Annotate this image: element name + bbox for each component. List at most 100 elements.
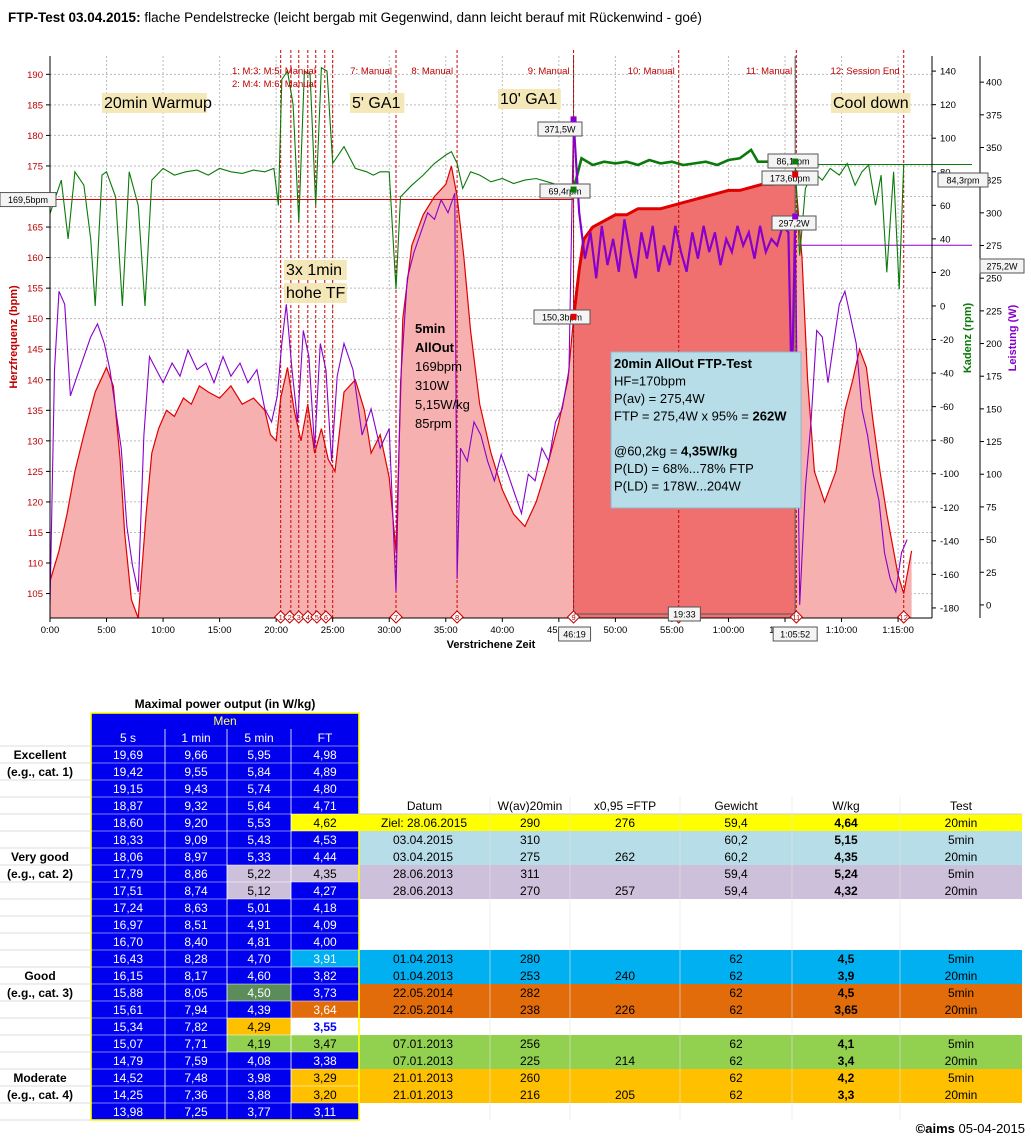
value-callout-box bbox=[937, 172, 989, 188]
highlight-cell bbox=[291, 1069, 359, 1086]
result-wkg: 3,65 bbox=[834, 1003, 858, 1017]
category-sublabel: (e.g., cat. 3) bbox=[7, 986, 73, 1000]
result-test: 5min bbox=[948, 986, 974, 1000]
cadence-start-marker bbox=[570, 186, 577, 193]
lap-marker-label: 7 bbox=[394, 613, 398, 622]
results-header: Datum bbox=[407, 799, 442, 813]
x-tick-label: 5:00 bbox=[97, 625, 116, 636]
result-row-bg bbox=[359, 1052, 1022, 1069]
result-wav: 260 bbox=[520, 1071, 540, 1085]
power-tick-label: 325 bbox=[986, 176, 1002, 187]
lap-marker bbox=[292, 610, 306, 624]
power-tick-label: 375 bbox=[986, 110, 1002, 121]
x-tick-label: 10:00 bbox=[151, 625, 175, 636]
results-header: Gewicht bbox=[714, 799, 758, 813]
col-header: 5 min bbox=[244, 731, 273, 745]
men-header-bg bbox=[91, 713, 359, 729]
value-callout-box bbox=[979, 258, 1025, 274]
power-end-marker bbox=[792, 213, 799, 220]
table-cell: 13,98 bbox=[113, 1105, 143, 1119]
table-cell: 5,33 bbox=[247, 850, 271, 864]
lap-label: 12: Session End bbox=[831, 66, 900, 77]
hr-tick-label: 150 bbox=[27, 314, 43, 325]
x-tick-label: 1:00:00 bbox=[713, 625, 745, 636]
result-wkg: 3,3 bbox=[838, 1088, 855, 1102]
table-cell: 18,33 bbox=[113, 833, 143, 847]
hr-tick-label: 110 bbox=[28, 559, 43, 570]
ftp-box-pld-pct: P(LD) = 68%...78% FTP bbox=[614, 461, 754, 476]
power-tick-label: 125 bbox=[986, 437, 1002, 448]
table-cell: 8,51 bbox=[184, 918, 208, 932]
hr-tick-label: 125 bbox=[27, 467, 43, 478]
value-callout: 275,2W bbox=[986, 262, 1018, 272]
x-tick-label: 50:00 bbox=[603, 625, 627, 636]
selection-duration-label-box bbox=[667, 606, 701, 622]
table-cell: 4,19 bbox=[247, 1037, 271, 1051]
cadence-axis-label: Kadenz (rpm) bbox=[962, 303, 974, 374]
cadence-tick-label: 140 bbox=[940, 67, 956, 78]
table-cell: 9,55 bbox=[184, 765, 208, 779]
annotation-bg bbox=[831, 93, 911, 113]
table-cell: 4,89 bbox=[313, 765, 337, 779]
table-cell: 4,98 bbox=[313, 748, 337, 762]
table-cell: 3,11 bbox=[314, 1105, 337, 1119]
annotation-bg bbox=[498, 89, 561, 109]
x-tick-label: 15:00 bbox=[208, 625, 232, 636]
table-cell: 8,05 bbox=[184, 986, 208, 1000]
table-border bbox=[90, 712, 360, 1121]
hr-start-marker bbox=[570, 313, 577, 320]
result-weight: 59,4 bbox=[724, 816, 748, 830]
result-weight: 62 bbox=[729, 969, 743, 983]
table-cell: 3,98 bbox=[247, 1071, 271, 1085]
table-cell: 5,95 bbox=[247, 748, 271, 762]
table-cell: 5,22 bbox=[247, 867, 271, 881]
result-ftp: 226 bbox=[615, 1003, 635, 1017]
table-cell: 4,08 bbox=[247, 1054, 271, 1068]
power-tick-label: 25 bbox=[986, 568, 997, 579]
highlight-cell bbox=[291, 1086, 359, 1103]
lap-label: 10: Manual bbox=[628, 66, 675, 77]
table-cell: 8,17 bbox=[184, 969, 208, 983]
table-cell: 4,39 bbox=[247, 1003, 271, 1017]
hr-tick-label: 145 bbox=[27, 345, 43, 356]
result-datum: 07.01.2013 bbox=[393, 1037, 453, 1051]
result-row-bg bbox=[359, 831, 1022, 848]
cadence-tick-label: -120 bbox=[940, 503, 959, 514]
table-cell: 7,48 bbox=[184, 1071, 208, 1085]
allout5-line: 5,15W/kg bbox=[415, 397, 470, 412]
result-datum: 21.01.2013 bbox=[393, 1088, 453, 1102]
x-tick-label: 30:00 bbox=[377, 625, 401, 636]
lap-marker bbox=[389, 610, 403, 624]
table-cell: 14,25 bbox=[113, 1088, 143, 1102]
table-cell: 15,61 bbox=[113, 1003, 143, 1017]
power-tick-label: 0 bbox=[986, 600, 991, 611]
table-cell: 8,40 bbox=[184, 935, 208, 949]
result-wkg: 5,15 bbox=[834, 833, 858, 847]
result-row-bg bbox=[359, 814, 1022, 831]
result-wav: 275 bbox=[520, 850, 540, 864]
table-cell: 4,91 bbox=[247, 918, 271, 932]
table-cell: 19,15 bbox=[113, 782, 143, 796]
result-row-bg bbox=[359, 1069, 1022, 1086]
result-wav: 216 bbox=[520, 1088, 540, 1102]
table-cell: 5,64 bbox=[247, 799, 271, 813]
value-callout: 371,5W bbox=[544, 125, 576, 135]
table-cell: 5,12 bbox=[247, 884, 271, 898]
table-cell: 8,28 bbox=[184, 952, 208, 966]
hr-tick-label: 135 bbox=[27, 406, 43, 417]
lap-label: 1: M:3: M:5: Manual bbox=[232, 66, 316, 77]
table-cell: 7,94 bbox=[184, 1003, 208, 1017]
result-wkg: 3,9 bbox=[838, 969, 855, 983]
lap-marker-label: 1 bbox=[279, 613, 283, 622]
value-callout: 297,2W bbox=[778, 219, 810, 229]
lap-label: 9: Manual bbox=[528, 66, 570, 77]
category-label: Very good bbox=[11, 850, 69, 864]
result-row-bg bbox=[359, 865, 1022, 882]
result-test: 5min bbox=[948, 867, 974, 881]
result-test: 20min bbox=[945, 1088, 978, 1102]
result-datum: 01.04.2013 bbox=[393, 969, 453, 983]
table-cell: 4,80 bbox=[313, 782, 337, 796]
table-cell: 5,43 bbox=[247, 833, 271, 847]
hr-tick-label: 140 bbox=[27, 375, 43, 386]
cadence-tick-label: -80 bbox=[940, 436, 954, 447]
